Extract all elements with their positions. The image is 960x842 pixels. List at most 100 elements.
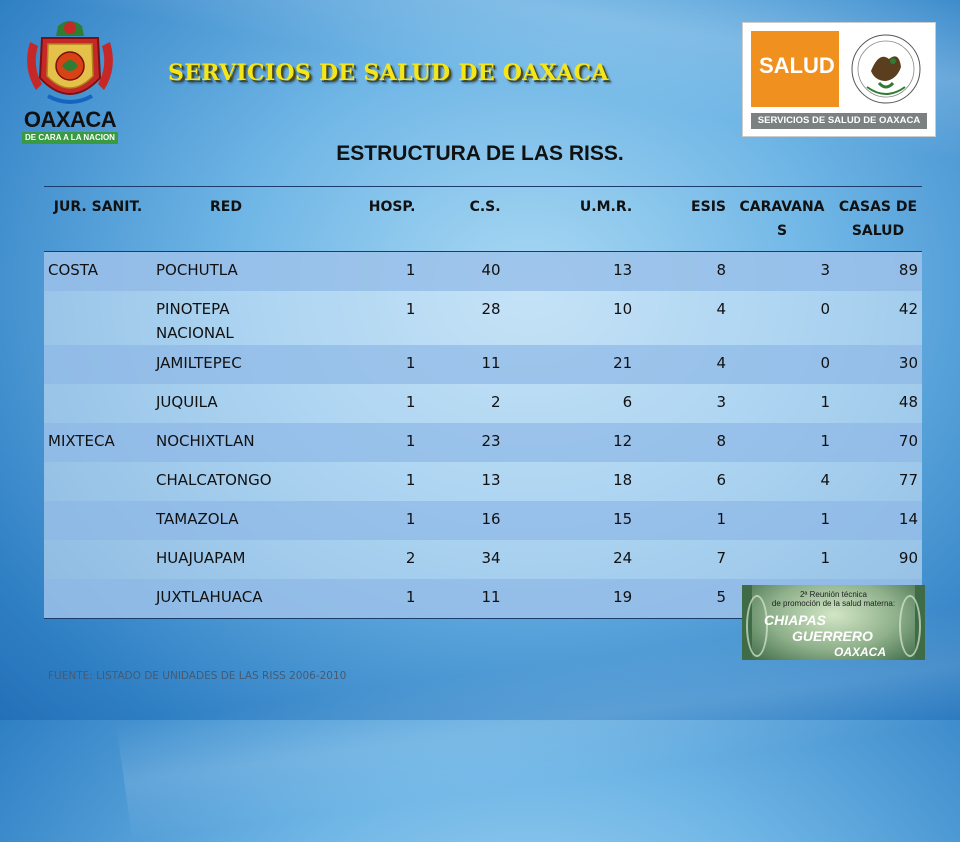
cell-esis-text: 4 — [716, 354, 726, 372]
cell-casas: 89 — [834, 251, 922, 291]
table-row: CHALCATONGO 1 13 18 6 4 77 — [44, 462, 922, 501]
cell-jur-text — [48, 540, 148, 546]
coat-of-arms-icon — [27, 21, 113, 104]
promo-title-line1: 2ª Reunión técnica — [799, 590, 867, 599]
header-caravanas: CARAVANA S — [730, 186, 834, 252]
cell-umr-text: 12 — [613, 432, 633, 450]
cell-umr: 12 — [504, 423, 637, 462]
cell-hosp: 1 — [300, 462, 420, 501]
salud-logo-word: SALUD — [759, 53, 835, 78]
table-row: TAMAZOLA 1 16 15 1 1 14 — [44, 501, 922, 540]
cell-hosp-text: 1 — [405, 393, 416, 411]
cell-casas: 90 — [834, 540, 922, 579]
cell-umr-text: 10 — [613, 300, 633, 318]
cell-esis-text: 6 — [716, 471, 726, 489]
cell-esis: 4 — [636, 345, 730, 384]
cell-umr-text: 19 — [613, 588, 633, 606]
header-jur-sanit: JUR. SANIT. — [44, 186, 152, 252]
header-red: RED — [152, 186, 300, 252]
cell-casas-text: 89 — [898, 261, 918, 279]
cell-casas-text: 70 — [898, 432, 918, 450]
cell-caravanas-text: 1 — [820, 510, 830, 528]
cell-hosp-text: 1 — [405, 432, 416, 450]
cell-cs-text: 13 — [481, 471, 501, 489]
cell-casas: 48 — [834, 384, 922, 423]
decorative-figure-icon — [899, 595, 921, 657]
cell-cs-text: 23 — [481, 432, 501, 450]
cell-cs: 2 — [419, 384, 505, 423]
cell-cs-text: 16 — [481, 510, 501, 528]
header-casas-de-salud: CASAS DE SALUD — [834, 186, 922, 252]
cell-cs: 23 — [419, 423, 505, 462]
cell-esis: 4 — [636, 291, 730, 345]
cell-cs-text: 40 — [481, 261, 501, 279]
cell-casas-text: 14 — [898, 510, 918, 528]
salud-logo-block: SALUD — [751, 31, 839, 107]
cell-umr: 15 — [504, 501, 637, 540]
source-note: FUENTE: LISTADO DE UNIDADES DE LAS RISS … — [48, 670, 347, 682]
cell-hosp: 1 — [300, 291, 420, 345]
table-header-row: JUR. SANIT. RED HOSP. C.S. U.M.R. ESIS C… — [44, 186, 922, 252]
cell-umr-text: 18 — [613, 471, 633, 489]
header-hosp: HOSP. — [300, 186, 420, 252]
cell-casas: 42 — [834, 291, 922, 345]
cell-caravanas-text: 0 — [820, 300, 830, 318]
cell-jur — [44, 345, 152, 384]
cell-hosp-text: 1 — [405, 588, 416, 606]
cell-hosp: 1 — [300, 345, 420, 384]
cell-esis: 7 — [636, 540, 730, 579]
cell-red-text: CHALCATONGO — [156, 471, 272, 489]
cell-hosp: 1 — [300, 501, 420, 540]
promo-banner: 2ª Reunión técnica de promoción de la sa… — [742, 585, 925, 660]
cell-esis-text: 5 — [716, 588, 726, 606]
cell-esis: 8 — [636, 251, 730, 291]
cell-red: TAMAZOLA — [152, 501, 300, 540]
promo-title: 2ª Reunión técnica de promoción de la sa… — [742, 590, 925, 608]
cell-caravanas-text: 1 — [820, 393, 830, 411]
cell-hosp: 1 — [300, 579, 420, 619]
cell-cs: 28 — [419, 291, 505, 345]
cell-cs: 34 — [419, 540, 505, 579]
cell-jur-text — [48, 384, 148, 390]
cell-umr-text: 6 — [622, 393, 633, 411]
header-umr: U.M.R. — [504, 186, 637, 252]
cell-red-text: PINOTEPA NACIONAL — [156, 300, 234, 342]
cell-red-text: JAMILTEPEC — [156, 354, 242, 372]
cell-hosp: 1 — [300, 251, 420, 291]
table-row: MIXTECA NOCHIXTLAN 1 23 12 8 1 70 — [44, 423, 922, 462]
table-row: HUAJUAPAM 2 34 24 7 1 90 — [44, 540, 922, 579]
cell-hosp: 2 — [300, 540, 420, 579]
cell-esis: 5 — [636, 579, 730, 619]
table-row: JUQUILA 1 2 6 3 1 48 — [44, 384, 922, 423]
cell-hosp: 1 — [300, 423, 420, 462]
cell-jur — [44, 462, 152, 501]
cell-umr: 19 — [504, 579, 637, 619]
cell-jur — [44, 540, 152, 579]
cell-red: JUXTLAHUACA — [152, 579, 300, 619]
header-cs: C.S. — [419, 186, 505, 252]
cell-umr: 18 — [504, 462, 637, 501]
cell-esis: 6 — [636, 462, 730, 501]
cell-red: HUAJUAPAM — [152, 540, 300, 579]
mexican-seal-icon — [851, 34, 921, 104]
cell-caravanas: 0 — [730, 345, 834, 384]
cell-esis: 8 — [636, 423, 730, 462]
cell-casas-text: 77 — [898, 471, 918, 489]
cell-umr: 10 — [504, 291, 637, 345]
decorative-figure-icon — [746, 595, 768, 657]
cell-caravanas: 3 — [730, 251, 834, 291]
cell-cs-text: 34 — [481, 549, 501, 567]
cell-casas: 77 — [834, 462, 922, 501]
salud-logo: SALUD SERVICIOS DE SALUD DE OAXACA — [742, 22, 936, 137]
header-esis: ESIS — [636, 186, 730, 252]
cell-cs: 11 — [419, 345, 505, 384]
table-row: JAMILTEPEC 1 11 21 4 0 30 — [44, 345, 922, 384]
cell-esis-text: 3 — [716, 393, 726, 411]
cell-jur-text — [48, 462, 148, 468]
cell-red-text: JUXTLAHUACA — [156, 588, 263, 606]
cell-casas-text: 48 — [898, 393, 918, 411]
cell-esis-text: 7 — [716, 549, 726, 567]
cell-esis-text: 8 — [716, 432, 726, 450]
cell-caravanas: 4 — [730, 462, 834, 501]
cell-casas: 70 — [834, 423, 922, 462]
